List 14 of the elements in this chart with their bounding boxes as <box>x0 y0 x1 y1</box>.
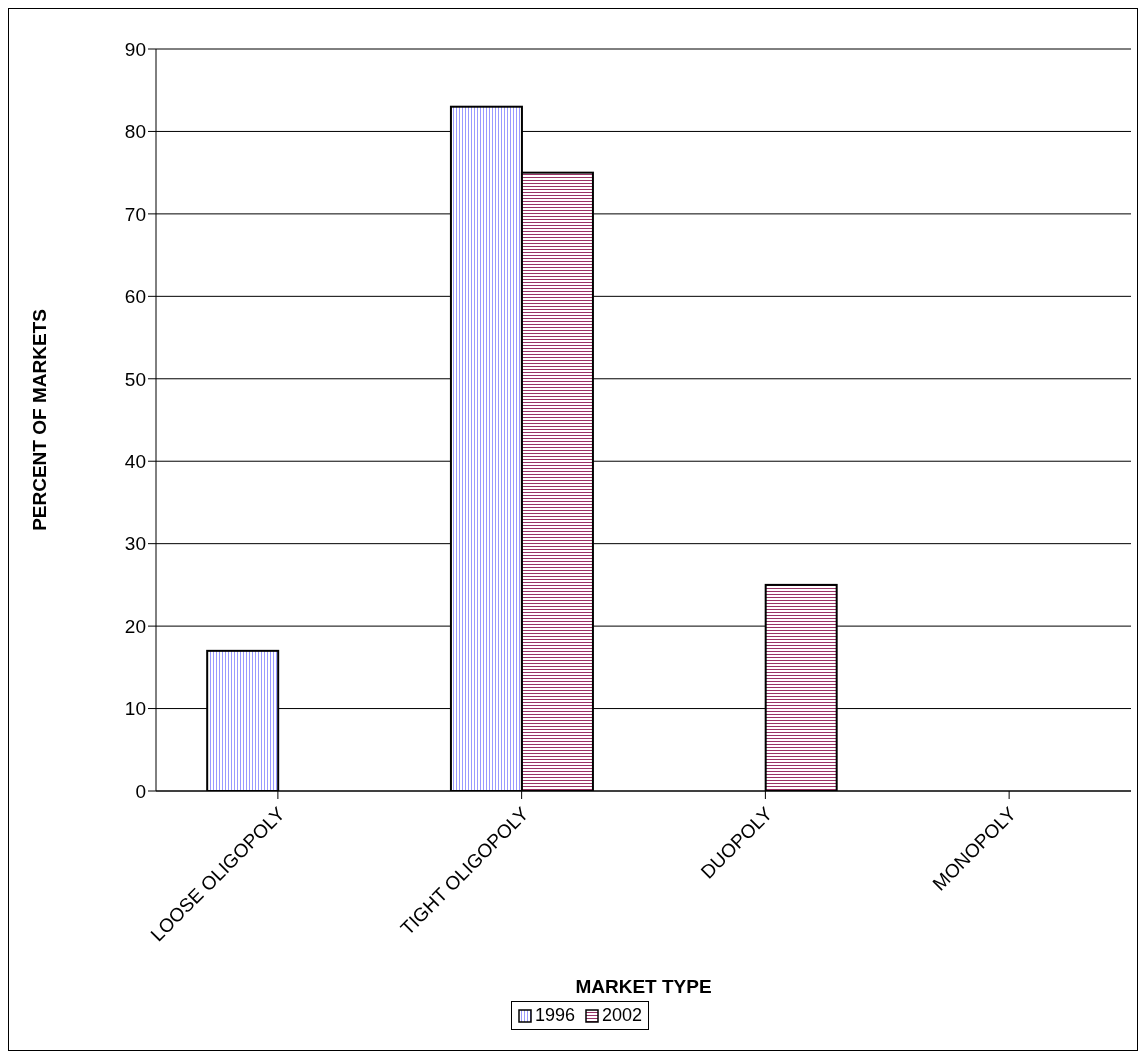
y-tick-label: 40 <box>124 450 146 472</box>
y-tick-label: 50 <box>124 368 146 390</box>
legend-label: 2002 <box>601 1005 643 1026</box>
y-tick-label: 30 <box>124 533 146 555</box>
x-axis-title: MARKET TYPE <box>575 976 712 997</box>
y-tick-label: 80 <box>124 121 146 143</box>
y-tick-label: 70 <box>124 203 146 225</box>
y-tick-label: 20 <box>124 615 146 637</box>
y-tick-label: 60 <box>124 286 146 308</box>
y-axis-title: PERCENT OF MARKETS <box>28 309 50 531</box>
y-tick-label: 10 <box>124 698 146 720</box>
legend-label: 1996 <box>533 1005 575 1026</box>
y-tick-label: 90 <box>124 38 146 60</box>
y-tick-label: 0 <box>135 780 146 802</box>
